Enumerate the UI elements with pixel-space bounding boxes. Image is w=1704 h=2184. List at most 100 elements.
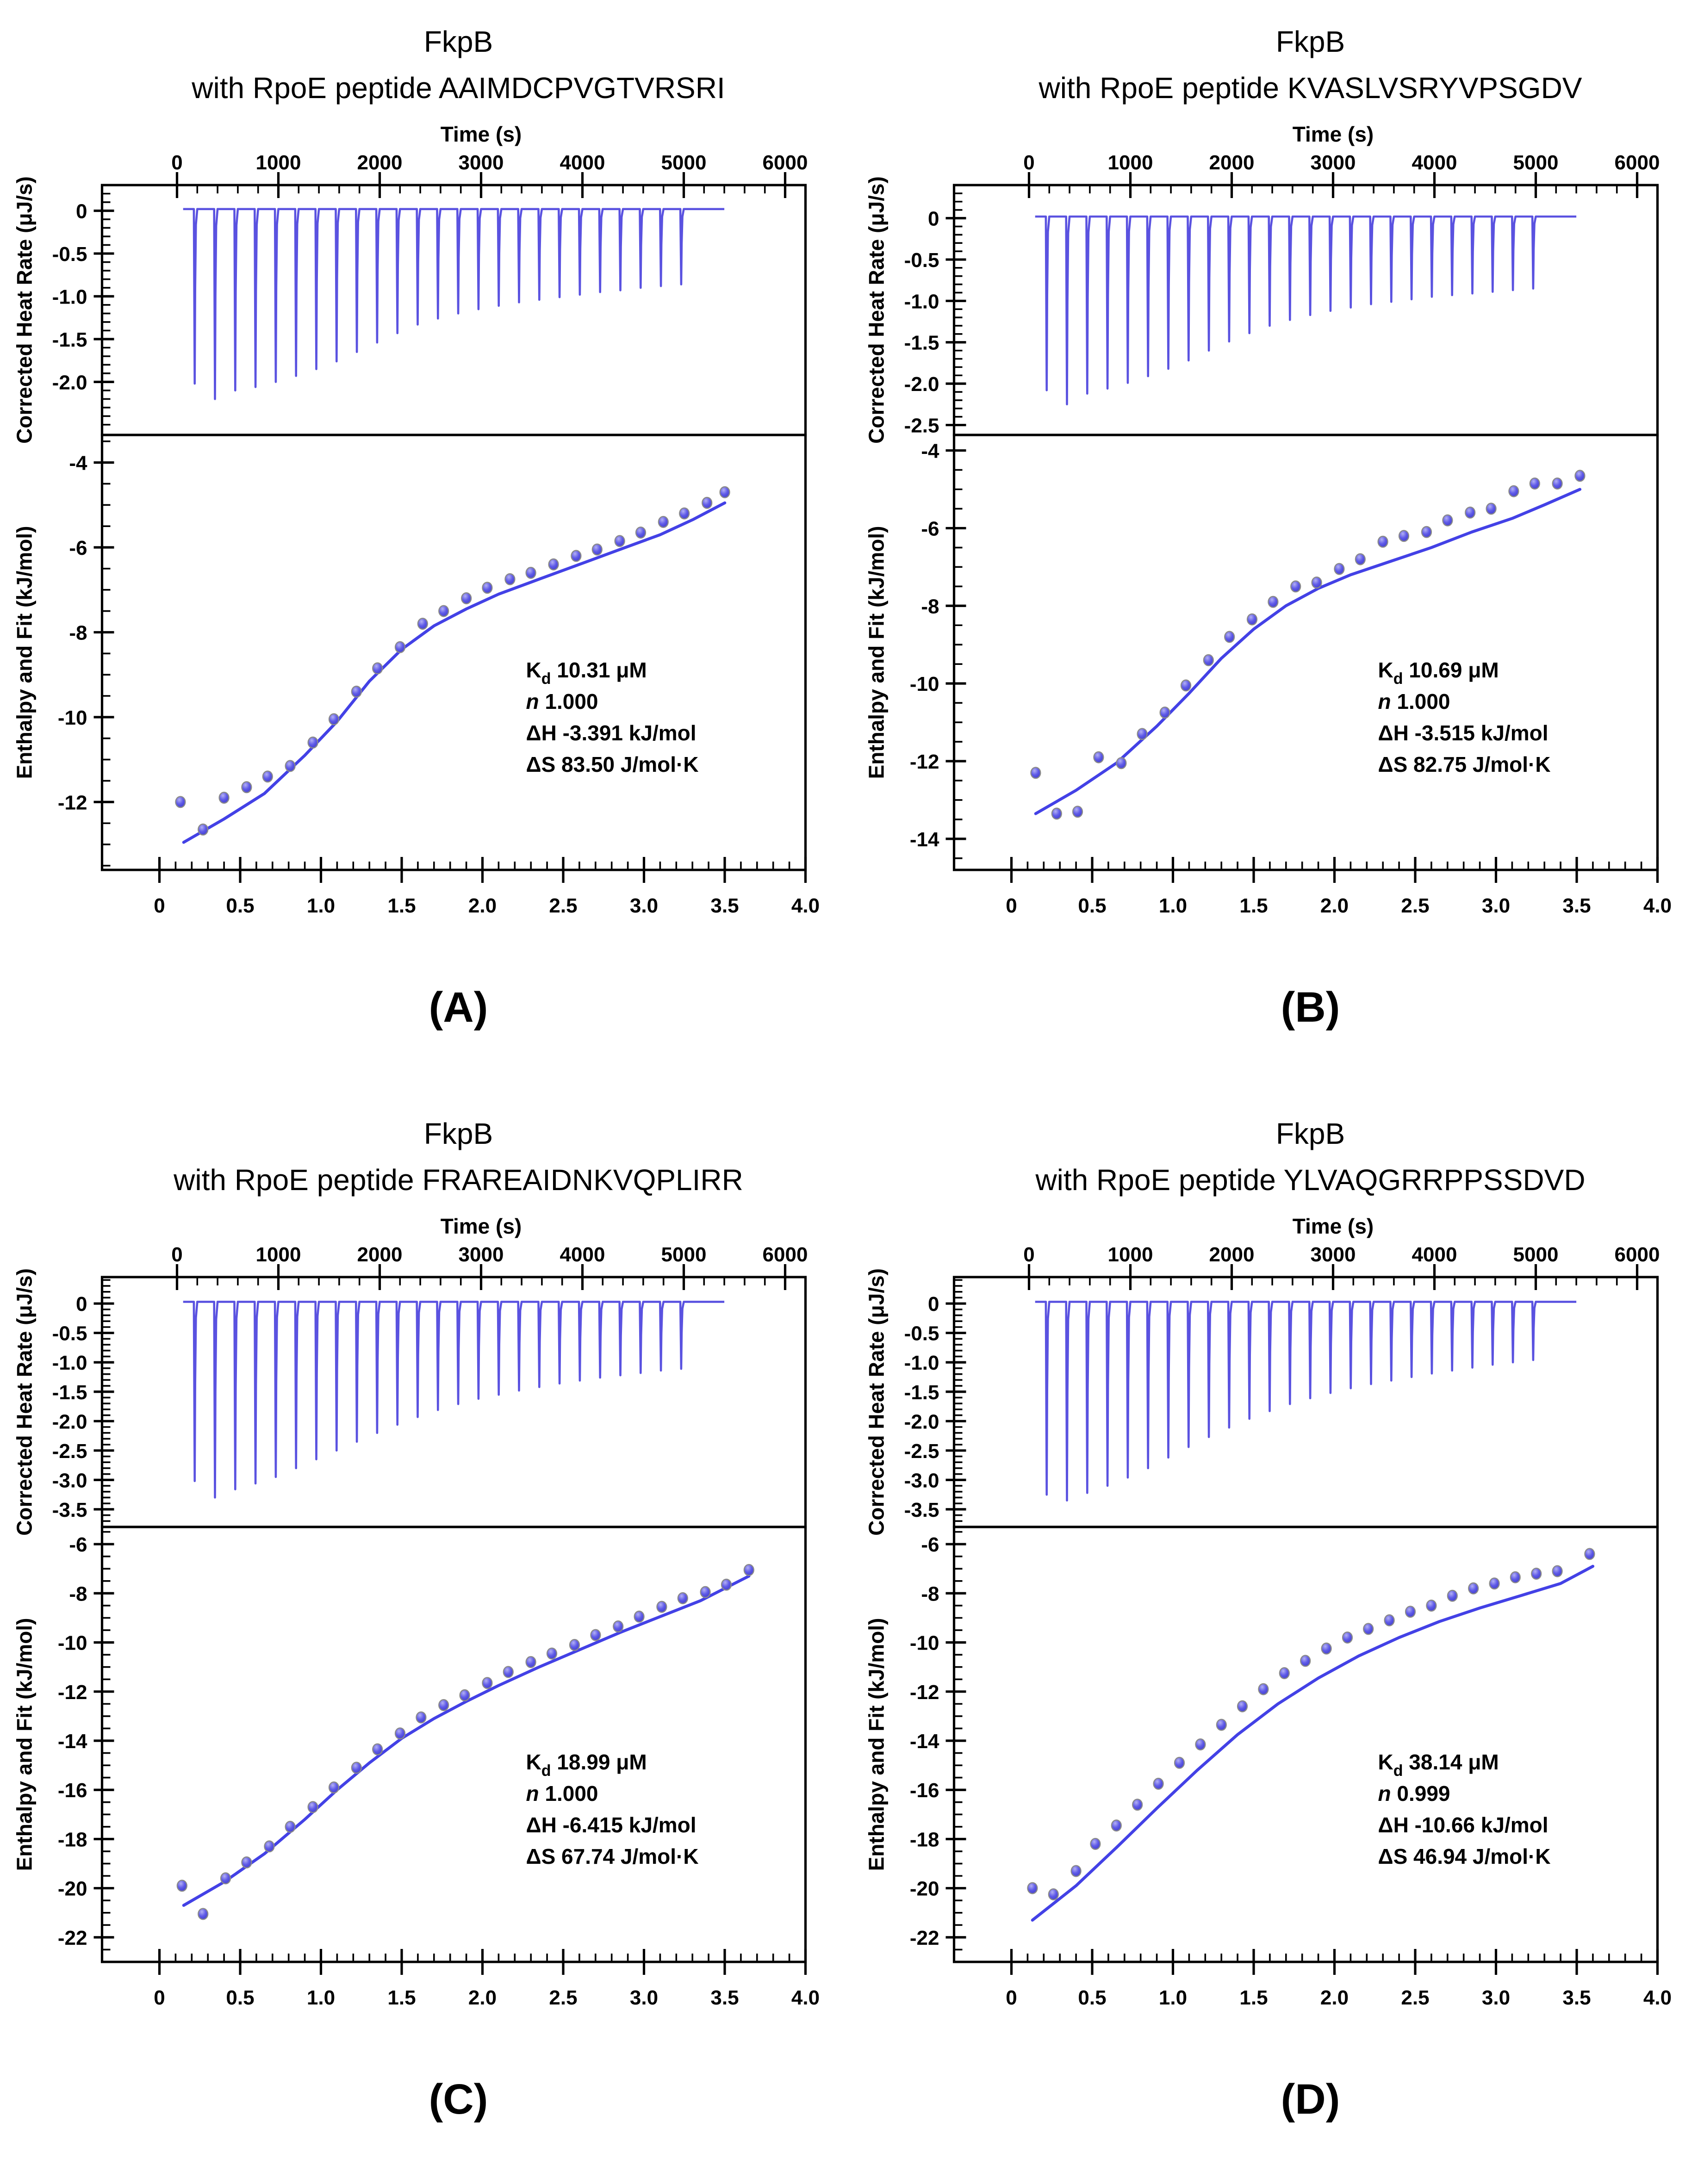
molar-tick-label: 2.0 xyxy=(468,1986,497,2009)
molar-tick-label: 0.5 xyxy=(1078,894,1106,917)
enthalpy-tick-label: -16 xyxy=(58,1779,87,1802)
data-point xyxy=(351,1762,362,1774)
data-point xyxy=(1203,654,1214,666)
data-point xyxy=(679,507,690,520)
time-tick-label: 2000 xyxy=(1209,151,1255,174)
fit-curve xyxy=(182,1575,751,1907)
data-point xyxy=(1137,728,1148,740)
time-axis-label: Time (s) xyxy=(441,1214,522,1238)
panel-subtitle: with RpoE peptide KVASLVSRYVPSGDV xyxy=(1039,71,1582,105)
time-tick-label: 1000 xyxy=(256,151,301,174)
data-point xyxy=(1030,767,1041,779)
data-point xyxy=(372,662,383,675)
data-point xyxy=(1311,576,1322,589)
fit-curve xyxy=(1034,488,1582,815)
data-point xyxy=(1258,1683,1269,1695)
thermogram-trace xyxy=(1035,1301,1577,1502)
data-point xyxy=(1159,706,1170,719)
heat-tick-label: -2.5 xyxy=(904,415,939,437)
time-axis-label: Time (s) xyxy=(1293,1214,1374,1238)
enthalpy-axis-label: Enthalpy and Fit (kJ/mol) xyxy=(12,1618,37,1871)
molar-tick-label: 0.5 xyxy=(1078,1986,1106,2009)
data-point xyxy=(1111,1819,1122,1832)
molar-tick-label: 2.0 xyxy=(468,894,497,917)
data-point xyxy=(1426,1599,1437,1612)
enthalpy-tick-label: -14 xyxy=(910,1730,939,1753)
heat-tick-label: 0 xyxy=(928,1293,939,1315)
panel-subtitle: with RpoE peptide YLVAQGRRPPSSDVD xyxy=(1035,1163,1585,1197)
ds-value: ΔS 46.94 J/mol·K xyxy=(1378,1844,1551,1868)
enthalpy-tick-label: -20 xyxy=(58,1878,87,1900)
heat-tick-label: -1.0 xyxy=(52,1352,87,1374)
data-point xyxy=(307,1801,318,1813)
data-point xyxy=(1116,757,1127,769)
data-point xyxy=(658,515,669,528)
panel-a: FkpB with RpoE peptide AAIMDCPVGTVRSRI Tim… xyxy=(0,0,852,1092)
heat-tick-label: -2.0 xyxy=(904,373,939,396)
data-point xyxy=(1468,1582,1479,1595)
time-tick-label: 1000 xyxy=(1108,151,1153,174)
time-tick-label: 4000 xyxy=(560,1243,605,1266)
enthalpy-tick-label: -20 xyxy=(910,1878,939,1900)
data-point xyxy=(614,535,625,547)
dh-value: ΔH -3.515 kJ/mol xyxy=(1378,721,1549,745)
fit-curve xyxy=(182,501,727,844)
enthalpy-tick-label: -18 xyxy=(58,1828,87,1851)
data-point xyxy=(635,526,647,539)
data-point xyxy=(285,1820,296,1833)
heat-tick-label: -1.0 xyxy=(904,290,939,313)
data-point xyxy=(1465,506,1476,519)
time-tick-label: 5000 xyxy=(661,1243,707,1266)
panel-title: FkpB xyxy=(1276,1117,1345,1150)
data-point xyxy=(656,1601,667,1613)
enthalpy-tick-label: -22 xyxy=(58,1927,87,1949)
heat-tick-label: 0 xyxy=(76,200,87,223)
enthalpy-tick-label: -12 xyxy=(58,791,87,814)
data-point xyxy=(1421,526,1432,538)
data-point xyxy=(1090,1837,1101,1850)
data-point xyxy=(372,1743,383,1756)
data-point xyxy=(1552,1565,1563,1577)
panel-d: FkpB with RpoE peptide YLVAQGRRPPSSDVD Tim… xyxy=(852,1092,1704,2184)
heat-tick-label: -2.5 xyxy=(904,1440,939,1463)
panel-subtitle: with RpoE peptide FRAREAIDNKVQPLIRR xyxy=(173,1163,743,1197)
heat-tick-label: -3.5 xyxy=(52,1499,87,1521)
heat-axis-label: Corrected Heat Rate (μJ/s) xyxy=(864,176,889,444)
molar-tick-label: 3.0 xyxy=(1482,1986,1510,2009)
heat-tick-label: -1.5 xyxy=(904,332,939,354)
data-point xyxy=(1093,751,1104,763)
molar-tick-label: 1.0 xyxy=(1159,1986,1187,2009)
panel-title: FkpB xyxy=(1276,25,1345,58)
data-point xyxy=(1195,1738,1206,1750)
data-point xyxy=(700,1586,711,1598)
molar-tick-label: 2.0 xyxy=(1320,894,1349,917)
time-axis-label: Time (s) xyxy=(1293,122,1374,146)
enthalpy-tick-label: -8 xyxy=(69,621,87,644)
data-point xyxy=(721,1578,732,1591)
heat-tick-label: -3.0 xyxy=(52,1469,87,1492)
enthalpy-tick-label: -12 xyxy=(910,1681,939,1704)
molar-tick-label: 2.5 xyxy=(1401,1986,1429,2009)
data-point xyxy=(417,617,428,630)
data-point xyxy=(503,1666,514,1678)
heat-tick-label: 0 xyxy=(928,208,939,230)
enthalpy-tick-label: -6 xyxy=(69,537,87,559)
thermogram-frame xyxy=(100,1276,807,1528)
data-point xyxy=(1363,1623,1374,1635)
time-axis-label: Time (s) xyxy=(441,122,522,146)
molar-tick-label: 4.0 xyxy=(1643,1986,1672,2009)
molar-tick-label: 3.5 xyxy=(710,894,739,917)
molar-tick-label: 3.5 xyxy=(710,1986,739,2009)
enthalpy-tick-label: -4 xyxy=(921,440,939,463)
data-point xyxy=(264,1840,275,1853)
heat-tick-label: 0 xyxy=(76,1293,87,1315)
data-point xyxy=(1321,1642,1332,1655)
thermogram-trace xyxy=(183,208,725,400)
data-point xyxy=(1300,1655,1311,1667)
data-point xyxy=(482,582,493,594)
ds-value: ΔS 82.75 J/mol·K xyxy=(1378,752,1551,776)
enthalpy-tick-label: -6 xyxy=(921,517,939,540)
heat-tick-label: -1.5 xyxy=(52,329,87,351)
enthalpy-tick-label: -10 xyxy=(58,707,87,729)
